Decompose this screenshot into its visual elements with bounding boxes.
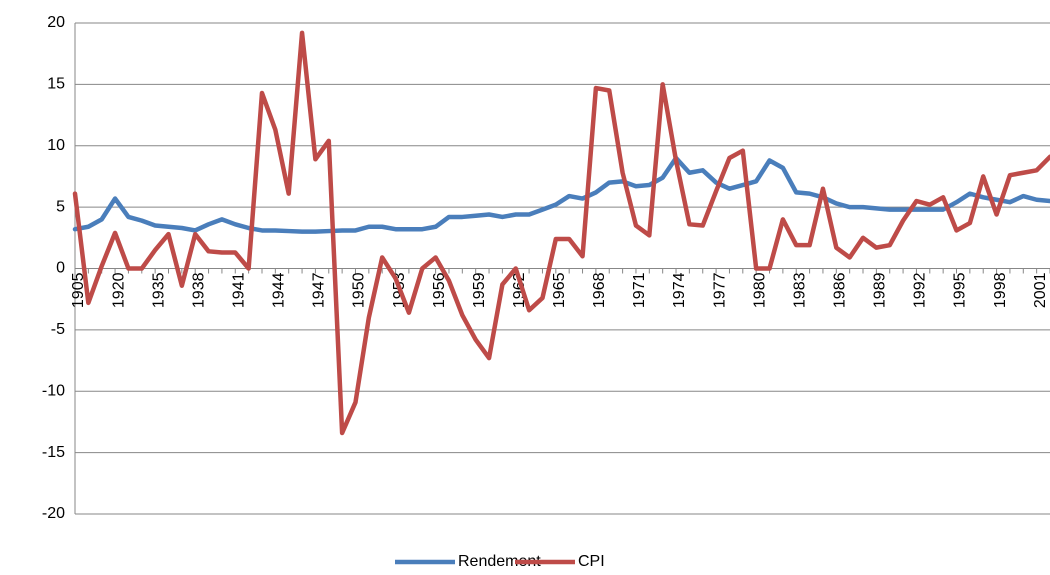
y-tick-label: 0 — [56, 260, 65, 277]
x-tick-label: 1980 — [751, 272, 768, 308]
x-tick-label: 1941 — [230, 272, 247, 308]
legend-label: Rendement — [458, 553, 541, 570]
x-tick-label: 1938 — [190, 272, 207, 308]
x-tick-label: 1959 — [471, 272, 488, 308]
x-tick-label: 1977 — [711, 272, 728, 308]
x-tick-label: 2001 — [1032, 272, 1049, 308]
y-tick-label: 20 — [47, 14, 65, 31]
x-tick-label: 1950 — [351, 272, 368, 308]
y-tick-label: -5 — [51, 321, 65, 338]
x-tick-label: 1944 — [271, 272, 288, 308]
x-tick-label: 1995 — [952, 272, 969, 308]
x-tick-label: 1920 — [110, 272, 127, 308]
x-tick-label: 1956 — [431, 272, 448, 308]
y-tick-label: -10 — [42, 382, 65, 399]
x-tick-label: 1974 — [671, 272, 688, 308]
x-tick-label: 1935 — [150, 272, 167, 308]
x-tick-label: 1905 — [70, 272, 87, 308]
x-tick-label: 1968 — [591, 272, 608, 308]
x-tick-label: 1992 — [912, 272, 929, 308]
y-tick-label: -15 — [42, 444, 65, 461]
x-tick-label: 1965 — [551, 272, 568, 308]
x-tick-label: 1947 — [311, 272, 328, 308]
y-tick-label: 5 — [56, 198, 65, 215]
x-tick-label: 1989 — [872, 272, 889, 308]
y-tick-label: -20 — [42, 505, 65, 522]
x-tick-label: 1998 — [992, 272, 1009, 308]
x-tick-label: 1986 — [832, 272, 849, 308]
y-tick-label: 10 — [47, 137, 65, 154]
x-tick-label: 1971 — [631, 272, 648, 308]
data-line — [72, 155, 1050, 234]
x-tick-label: 1983 — [791, 272, 808, 308]
legend-label: CPI — [578, 553, 605, 570]
y-tick-label: 15 — [47, 76, 65, 93]
data-line — [72, 30, 1050, 436]
